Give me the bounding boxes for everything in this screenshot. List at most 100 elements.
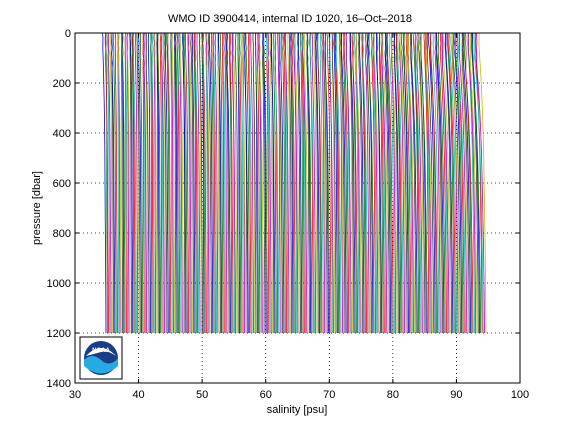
profile-line [143,32,148,334]
profile-line [290,32,294,334]
profile-line [391,32,398,334]
profile-line [235,32,239,334]
profile-line [361,32,367,334]
profile-line [161,32,164,333]
profile-line [454,32,464,334]
profile-line [386,32,394,334]
profile-line [362,32,369,334]
profile-line [378,32,384,334]
profile-line [285,32,289,334]
y-tick-label: 0 [65,28,71,40]
profile-line [454,32,463,334]
profile-line [171,32,176,334]
profile-line [228,32,233,334]
profile-line [217,32,220,334]
plot-frame [74,32,521,384]
profile-line [311,32,317,334]
profile-line [364,32,370,334]
profile-line [375,32,383,334]
profile-line [102,32,107,334]
profile-line [303,32,309,334]
profile-line [309,33,315,334]
profile-line [220,32,224,334]
profile-line [221,32,225,334]
profile-line [379,32,385,334]
profile-line [437,32,446,334]
profile-line [324,32,331,334]
profile-line [447,32,455,334]
profile-line [252,32,257,334]
profile-line [428,32,436,334]
profile-line [164,32,169,334]
profile-line [448,32,456,334]
profile-line [167,32,172,334]
profile-line [111,32,115,334]
profile-line [416,32,423,334]
profile-line [434,32,441,334]
profile-line [179,32,184,334]
profile-line [359,32,365,334]
profile-lines [102,32,487,334]
x-tick-label: 100 [511,389,529,401]
profile-line [223,33,226,334]
profile-line [159,32,163,334]
profile-line [291,32,296,334]
profile-line [349,32,354,334]
profile-line [435,32,444,334]
profile-line [302,32,308,334]
profile-line [322,32,327,334]
profile-line [316,32,323,334]
profile-line [194,32,200,334]
profile-line [420,32,428,334]
x-tick-label: 70 [323,389,335,401]
profile-line [193,32,197,334]
profile-line [136,32,140,334]
profile-line [467,32,475,334]
profile-line [150,32,153,334]
y-tick-label: 1000 [47,278,71,290]
profile-line [301,32,306,334]
profile-line [429,32,438,334]
profile-line [198,32,203,334]
profile-line [109,32,113,334]
profile-line [288,32,293,334]
profile-line [127,32,131,334]
profile-line [254,32,259,334]
profile-line [166,32,170,334]
profile-line [418,32,426,334]
profile-line [117,32,120,333]
profile-line [323,32,328,334]
profile-line [461,32,470,334]
profile-line [476,32,485,334]
profile-line [145,32,150,334]
profile-line [409,32,417,334]
profile-line [107,32,111,334]
profile-line [138,32,142,334]
profile-line [108,32,112,334]
profile-line [352,32,358,334]
profile-line [300,32,304,334]
profile-line [122,32,126,334]
profile-line [339,32,345,334]
profile-line [340,32,347,334]
profile-line [282,32,286,334]
profile-line [136,32,141,334]
profile-line [142,32,145,333]
profile-line [399,32,406,334]
profile-line [117,32,122,334]
profile-line [267,32,272,334]
profile-line [354,32,360,334]
profile-line [451,32,460,334]
profile-line [126,32,130,333]
profile-line [373,32,379,334]
profile-line [151,32,155,334]
profile-line [472,32,482,334]
profile-line [231,32,236,334]
profile-line [333,32,338,334]
profile-line [373,32,380,334]
y-tick-label: 1200 [47,328,71,340]
profile-line [224,32,228,334]
profile-line [382,32,389,334]
profile-line [385,32,392,334]
chart-title: WMO ID 3900414, internal ID 1020, 16–Oct… [168,13,412,25]
